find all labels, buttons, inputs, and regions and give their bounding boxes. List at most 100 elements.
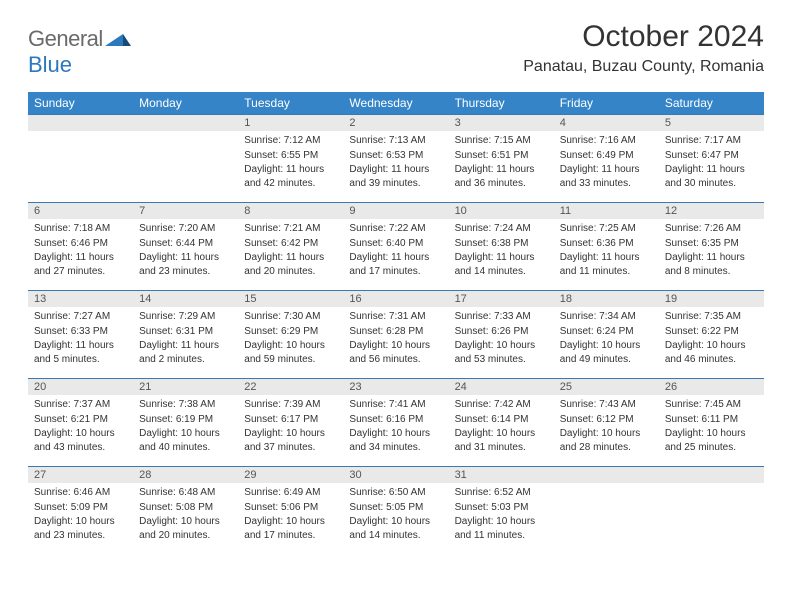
day-sunset: Sunset: 6:36 PM: [560, 237, 653, 251]
calendar-empty: [554, 466, 659, 554]
calendar-day: 17Sunrise: 7:33 AMSunset: 6:26 PMDayligh…: [449, 290, 554, 378]
empty-day-bar: [659, 466, 764, 483]
calendar-day: 7Sunrise: 7:20 AMSunset: 6:44 PMDaylight…: [133, 202, 238, 290]
day-number: 23: [343, 378, 448, 395]
day-number: 22: [238, 378, 343, 395]
day-sunset: Sunset: 6:24 PM: [560, 325, 653, 339]
day-sunrise: Sunrise: 7:18 AM: [34, 222, 127, 236]
calendar-day: 21Sunrise: 7:38 AMSunset: 6:19 PMDayligh…: [133, 378, 238, 466]
logo-mark-icon: [105, 30, 131, 46]
day-sunrise: Sunrise: 7:31 AM: [349, 310, 442, 324]
day-daylight: Daylight: 10 hours and 23 minutes.: [34, 515, 127, 542]
day-sunset: Sunset: 5:05 PM: [349, 501, 442, 515]
empty-day-bar: [554, 466, 659, 483]
calendar-empty: [28, 114, 133, 202]
calendar-day: 9Sunrise: 7:22 AMSunset: 6:40 PMDaylight…: [343, 202, 448, 290]
calendar-week: 20Sunrise: 7:37 AMSunset: 6:21 PMDayligh…: [28, 378, 764, 466]
day-sunset: Sunset: 6:11 PM: [665, 413, 758, 427]
day-sunrise: Sunrise: 7:12 AM: [244, 134, 337, 148]
day-details: Sunrise: 7:16 AMSunset: 6:49 PMDaylight:…: [554, 131, 659, 193]
day-sunrise: Sunrise: 7:30 AM: [244, 310, 337, 324]
day-number: 28: [133, 466, 238, 483]
day-details: Sunrise: 7:21 AMSunset: 6:42 PMDaylight:…: [238, 219, 343, 281]
day-number: 21: [133, 378, 238, 395]
day-sunset: Sunset: 6:16 PM: [349, 413, 442, 427]
day-daylight: Daylight: 11 hours and 20 minutes.: [244, 251, 337, 278]
day-daylight: Daylight: 10 hours and 14 minutes.: [349, 515, 442, 542]
day-daylight: Daylight: 10 hours and 17 minutes.: [244, 515, 337, 542]
empty-day-bar: [133, 114, 238, 131]
calendar-day: 4Sunrise: 7:16 AMSunset: 6:49 PMDaylight…: [554, 114, 659, 202]
day-number: 25: [554, 378, 659, 395]
calendar-day: 18Sunrise: 7:34 AMSunset: 6:24 PMDayligh…: [554, 290, 659, 378]
calendar-day: 14Sunrise: 7:29 AMSunset: 6:31 PMDayligh…: [133, 290, 238, 378]
day-daylight: Daylight: 11 hours and 23 minutes.: [139, 251, 232, 278]
logo-text-general: General: [28, 26, 103, 51]
day-sunset: Sunset: 6:42 PM: [244, 237, 337, 251]
calendar-page: General Blue October 2024 Panatau, Buzau…: [0, 0, 792, 574]
day-header: Saturday: [659, 92, 764, 114]
day-daylight: Daylight: 10 hours and 56 minutes.: [349, 339, 442, 366]
day-sunset: Sunset: 6:31 PM: [139, 325, 232, 339]
calendar-head: SundayMondayTuesdayWednesdayThursdayFrid…: [28, 92, 764, 114]
location-subtitle: Panatau, Buzau County, Romania: [523, 58, 764, 76]
day-daylight: Daylight: 11 hours and 27 minutes.: [34, 251, 127, 278]
day-sunrise: Sunrise: 7:35 AM: [665, 310, 758, 324]
day-details: Sunrise: 7:30 AMSunset: 6:29 PMDaylight:…: [238, 307, 343, 369]
day-daylight: Daylight: 10 hours and 34 minutes.: [349, 427, 442, 454]
calendar-day: 31Sunrise: 6:52 AMSunset: 5:03 PMDayligh…: [449, 466, 554, 554]
day-details: Sunrise: 7:20 AMSunset: 6:44 PMDaylight:…: [133, 219, 238, 281]
calendar-day: 23Sunrise: 7:41 AMSunset: 6:16 PMDayligh…: [343, 378, 448, 466]
day-details: Sunrise: 7:18 AMSunset: 6:46 PMDaylight:…: [28, 219, 133, 281]
day-sunset: Sunset: 6:38 PM: [455, 237, 548, 251]
calendar-day: 11Sunrise: 7:25 AMSunset: 6:36 PMDayligh…: [554, 202, 659, 290]
day-sunrise: Sunrise: 6:52 AM: [455, 486, 548, 500]
logo-text: General Blue: [28, 26, 131, 78]
day-sunrise: Sunrise: 6:50 AM: [349, 486, 442, 500]
calendar-day: 5Sunrise: 7:17 AMSunset: 6:47 PMDaylight…: [659, 114, 764, 202]
day-number: 13: [28, 290, 133, 307]
day-sunrise: Sunrise: 7:39 AM: [244, 398, 337, 412]
day-daylight: Daylight: 11 hours and 11 minutes.: [560, 251, 653, 278]
calendar-table: SundayMondayTuesdayWednesdayThursdayFrid…: [28, 92, 764, 554]
day-sunrise: Sunrise: 6:48 AM: [139, 486, 232, 500]
day-header: Monday: [133, 92, 238, 114]
day-number: 19: [659, 290, 764, 307]
day-details: Sunrise: 7:24 AMSunset: 6:38 PMDaylight:…: [449, 219, 554, 281]
day-daylight: Daylight: 11 hours and 36 minutes.: [455, 163, 548, 190]
day-number: 18: [554, 290, 659, 307]
day-sunset: Sunset: 6:21 PM: [34, 413, 127, 427]
calendar-day: 25Sunrise: 7:43 AMSunset: 6:12 PMDayligh…: [554, 378, 659, 466]
calendar-day: 22Sunrise: 7:39 AMSunset: 6:17 PMDayligh…: [238, 378, 343, 466]
empty-day-bar: [28, 114, 133, 131]
day-sunrise: Sunrise: 7:17 AM: [665, 134, 758, 148]
day-details: Sunrise: 6:50 AMSunset: 5:05 PMDaylight:…: [343, 483, 448, 545]
day-sunrise: Sunrise: 6:46 AM: [34, 486, 127, 500]
day-details: Sunrise: 7:29 AMSunset: 6:31 PMDaylight:…: [133, 307, 238, 369]
calendar-day: 29Sunrise: 6:49 AMSunset: 5:06 PMDayligh…: [238, 466, 343, 554]
day-details: Sunrise: 7:43 AMSunset: 6:12 PMDaylight:…: [554, 395, 659, 457]
day-number: 20: [28, 378, 133, 395]
day-details: Sunrise: 6:52 AMSunset: 5:03 PMDaylight:…: [449, 483, 554, 545]
day-sunrise: Sunrise: 7:13 AM: [349, 134, 442, 148]
day-sunrise: Sunrise: 7:24 AM: [455, 222, 548, 236]
day-sunrise: Sunrise: 7:25 AM: [560, 222, 653, 236]
day-sunrise: Sunrise: 7:33 AM: [455, 310, 548, 324]
day-sunrise: Sunrise: 7:22 AM: [349, 222, 442, 236]
day-daylight: Daylight: 11 hours and 30 minutes.: [665, 163, 758, 190]
day-daylight: Daylight: 11 hours and 14 minutes.: [455, 251, 548, 278]
day-details: Sunrise: 7:35 AMSunset: 6:22 PMDaylight:…: [659, 307, 764, 369]
calendar-week: 13Sunrise: 7:27 AMSunset: 6:33 PMDayligh…: [28, 290, 764, 378]
day-number: 30: [343, 466, 448, 483]
calendar-day: 13Sunrise: 7:27 AMSunset: 6:33 PMDayligh…: [28, 290, 133, 378]
day-number: 1: [238, 114, 343, 131]
day-sunset: Sunset: 6:26 PM: [455, 325, 548, 339]
day-details: Sunrise: 7:42 AMSunset: 6:14 PMDaylight:…: [449, 395, 554, 457]
day-details: Sunrise: 6:48 AMSunset: 5:08 PMDaylight:…: [133, 483, 238, 545]
calendar-day: 26Sunrise: 7:45 AMSunset: 6:11 PMDayligh…: [659, 378, 764, 466]
day-number: 17: [449, 290, 554, 307]
day-sunrise: Sunrise: 6:49 AM: [244, 486, 337, 500]
day-sunrise: Sunrise: 7:45 AM: [665, 398, 758, 412]
day-sunrise: Sunrise: 7:34 AM: [560, 310, 653, 324]
calendar-day: 24Sunrise: 7:42 AMSunset: 6:14 PMDayligh…: [449, 378, 554, 466]
